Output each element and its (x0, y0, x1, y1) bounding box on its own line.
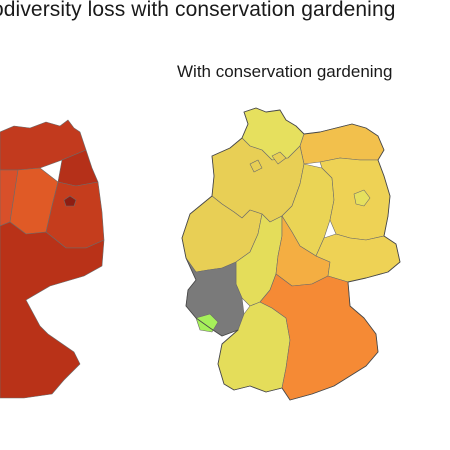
map-with-conservation (181, 107, 401, 401)
state-saarland (195, 313, 219, 333)
figure-title: odiversity loss with conservation garden… (0, 0, 396, 21)
state-sachsen (315, 233, 401, 283)
country-outline (181, 107, 401, 401)
region-berlin (63, 195, 77, 207)
map-without-conservation (0, 119, 105, 399)
state-bremen (249, 159, 263, 173)
panel-title-with-conservation: With conservation gardening (177, 62, 393, 81)
state-hamburg (271, 151, 287, 165)
region-south (0, 221, 105, 399)
state-berlin (353, 189, 371, 207)
